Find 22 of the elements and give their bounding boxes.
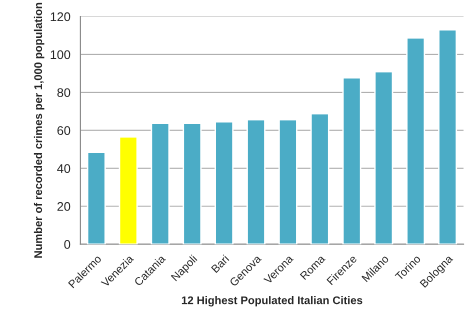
bar: [342, 77, 362, 244]
bar: [438, 29, 458, 244]
bar: [310, 112, 330, 244]
y-tick-label: 40: [57, 164, 70, 173]
bar: [214, 121, 234, 244]
bar: [150, 122, 170, 244]
bar: [278, 119, 298, 244]
x-tick-label: Bari: [210, 254, 230, 274]
y-tick-label: 60: [57, 126, 70, 135]
bar: [86, 152, 106, 244]
y-tick-label: 0: [64, 240, 70, 249]
y-tick-label: 100: [50, 50, 70, 60]
bar: [182, 122, 202, 244]
y-tick-label: 120: [50, 12, 70, 22]
bar: [246, 119, 266, 244]
x-axis-title: 12 Highest Populated Italian Cities: [182, 296, 362, 306]
y-axis-title: Number of recorded crimes per 1,000 population: [34, 2, 44, 258]
bar: [374, 71, 394, 244]
y-tick-label: 80: [57, 88, 70, 98]
bar: [406, 37, 426, 244]
y-tick-label: 20: [57, 202, 70, 211]
bar: [118, 136, 138, 244]
